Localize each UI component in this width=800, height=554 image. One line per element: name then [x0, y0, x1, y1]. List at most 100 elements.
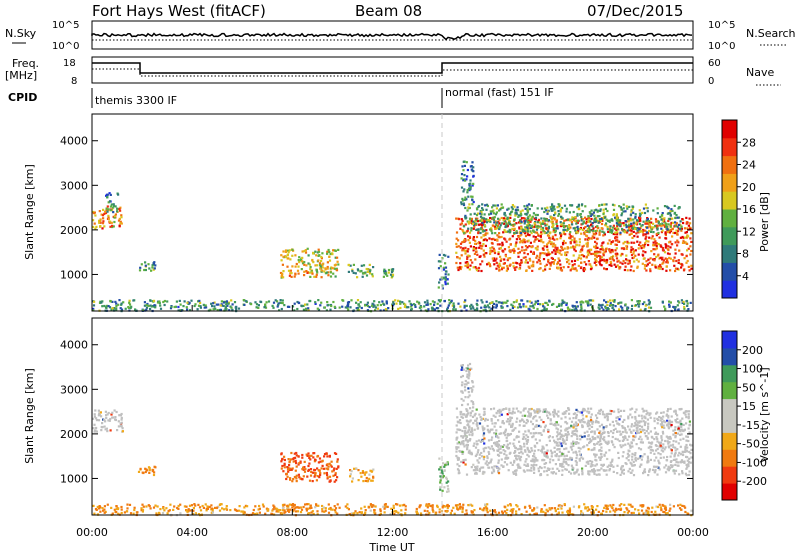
power-cell	[458, 257, 461, 260]
power-cell	[503, 258, 506, 261]
velocity-cell	[600, 446, 603, 449]
power-cell	[359, 270, 362, 273]
power-cell	[612, 304, 615, 307]
velocity-cell	[544, 424, 547, 427]
velocity-cell	[303, 470, 307, 473]
velocity-cell	[319, 460, 322, 463]
power-cell	[111, 307, 114, 310]
power-cell	[110, 209, 113, 212]
power-cell	[151, 305, 155, 308]
power-cell	[291, 305, 295, 308]
velocity-cell	[613, 410, 616, 413]
power-cell	[469, 179, 472, 182]
power-cell	[568, 224, 571, 227]
power-cell	[506, 230, 510, 233]
velocity-cell	[515, 458, 519, 461]
velocity-cell	[565, 433, 569, 436]
power-cell	[506, 264, 509, 268]
velocity-cell	[568, 426, 571, 429]
power-cell	[532, 260, 535, 263]
power-cell	[120, 214, 123, 217]
velocity-cell	[556, 428, 560, 431]
power-cell	[576, 225, 579, 228]
power-cell	[316, 264, 319, 267]
power-cell	[610, 241, 613, 244]
power-cell	[159, 304, 162, 307]
power-cell	[477, 242, 480, 245]
power-cell	[655, 234, 658, 237]
velocity-cell	[558, 455, 561, 458]
velocity-cell	[638, 420, 641, 423]
power-cell	[492, 259, 495, 262]
velocity-cell	[553, 423, 556, 427]
velocity-cell	[472, 403, 475, 406]
velocity-cell	[514, 427, 517, 430]
velocity-cell	[482, 458, 485, 461]
power-cell	[637, 253, 640, 256]
power-cell	[599, 208, 602, 211]
power-cell	[516, 209, 520, 212]
velocity-cell	[600, 436, 603, 439]
power-cell	[287, 251, 290, 254]
velocity-cell	[564, 428, 567, 431]
power-cell	[337, 248, 340, 251]
velocity-cell	[460, 435, 463, 438]
velocity-cell	[564, 461, 567, 464]
power-cell	[308, 271, 311, 274]
velocity-cell	[292, 460, 295, 463]
velocity-cell	[591, 512, 594, 515]
velocity-cell	[521, 419, 524, 422]
velocity-cell	[446, 485, 449, 488]
velocity-cell	[563, 447, 566, 451]
power-cell	[450, 299, 453, 302]
velocity-cell	[663, 426, 666, 429]
velocity-cell	[361, 470, 364, 473]
velocity-cell	[620, 446, 623, 449]
power-cell	[668, 305, 671, 308]
power-cell	[631, 207, 634, 210]
velocity-cell	[117, 425, 120, 428]
power-cell	[528, 208, 531, 211]
velocity-cell	[93, 430, 96, 433]
power-cell	[476, 220, 479, 223]
velocity-cell	[483, 455, 486, 458]
power-cell	[279, 299, 282, 302]
velocity-cell	[575, 433, 578, 436]
velocity-cell	[468, 420, 471, 423]
power-cell	[661, 224, 665, 227]
power-cell	[144, 261, 147, 264]
power-cell	[624, 223, 627, 226]
velocity-cell	[444, 510, 447, 513]
velocity-cell	[507, 456, 510, 459]
velocity-cell	[565, 462, 568, 465]
power-cell	[368, 270, 371, 273]
power-cell	[630, 265, 633, 268]
power-cell	[548, 240, 551, 243]
power-cell	[475, 214, 479, 217]
power-cell	[686, 259, 689, 263]
power-cell	[608, 239, 611, 242]
power-cell	[387, 268, 391, 272]
power-cell	[264, 306, 268, 309]
power-cell	[586, 300, 590, 303]
velocity-cell	[639, 455, 642, 458]
power-cell	[418, 306, 421, 309]
velocity-cell	[570, 420, 574, 423]
velocity-cell	[547, 430, 550, 433]
power-cell	[661, 222, 664, 225]
velocity-cell	[482, 450, 486, 453]
velocity-cell	[467, 370, 471, 373]
power-cell	[392, 301, 395, 304]
velocity-cell	[476, 443, 479, 446]
power-cell	[655, 247, 658, 250]
power-cell	[551, 225, 555, 228]
power-cell	[520, 217, 523, 220]
power-cell	[664, 246, 667, 249]
velocity-cell	[575, 461, 578, 464]
power-cell	[505, 269, 508, 272]
power-cell	[286, 305, 290, 308]
power-cell	[288, 249, 291, 252]
velocity-cell	[598, 409, 601, 412]
velocity-cell	[119, 414, 122, 417]
velocity-cell	[683, 450, 686, 453]
